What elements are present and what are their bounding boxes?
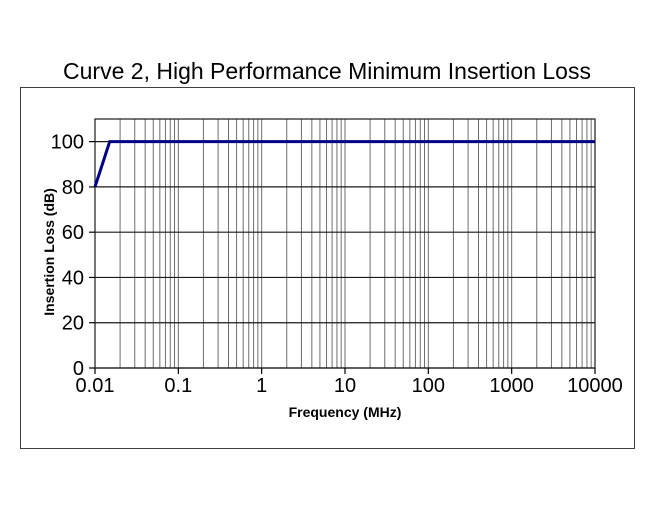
series-line xyxy=(93,140,595,188)
y-tick-label: 20 xyxy=(62,313,84,335)
x-tick-label: 1000 xyxy=(489,375,534,397)
x-axis-tick-labels: 0.01 0.1 1 10 100 1000 10000 xyxy=(76,375,623,397)
x-tick-label: 0.1 xyxy=(164,375,192,397)
x-tick-label: 10000 xyxy=(567,375,623,397)
x-tick-label: 100 xyxy=(412,375,445,397)
y-tick-label: 60 xyxy=(62,222,84,244)
y-tick-label: 100 xyxy=(51,132,84,154)
x-tick-label: 0.01 xyxy=(76,375,115,397)
axis-tick-marks xyxy=(89,141,596,374)
data-series xyxy=(93,140,595,188)
x-axis-title: Frequency (MHz) xyxy=(289,404,402,420)
y-tick-label: 80 xyxy=(62,177,84,199)
figure-border xyxy=(20,87,635,449)
y-tick-label: 0 xyxy=(73,358,84,380)
x-tick-label: 10 xyxy=(334,375,356,397)
y-axis-title: Insertion Loss (dB) xyxy=(41,188,57,316)
chart-title: Curve 2, High Performance Minimum Insert… xyxy=(63,58,591,84)
y-axis-tick-labels: 0 20 40 60 80 100 xyxy=(51,132,84,380)
x-tick-label: 1 xyxy=(256,375,267,397)
y-tick-label: 40 xyxy=(62,267,84,289)
